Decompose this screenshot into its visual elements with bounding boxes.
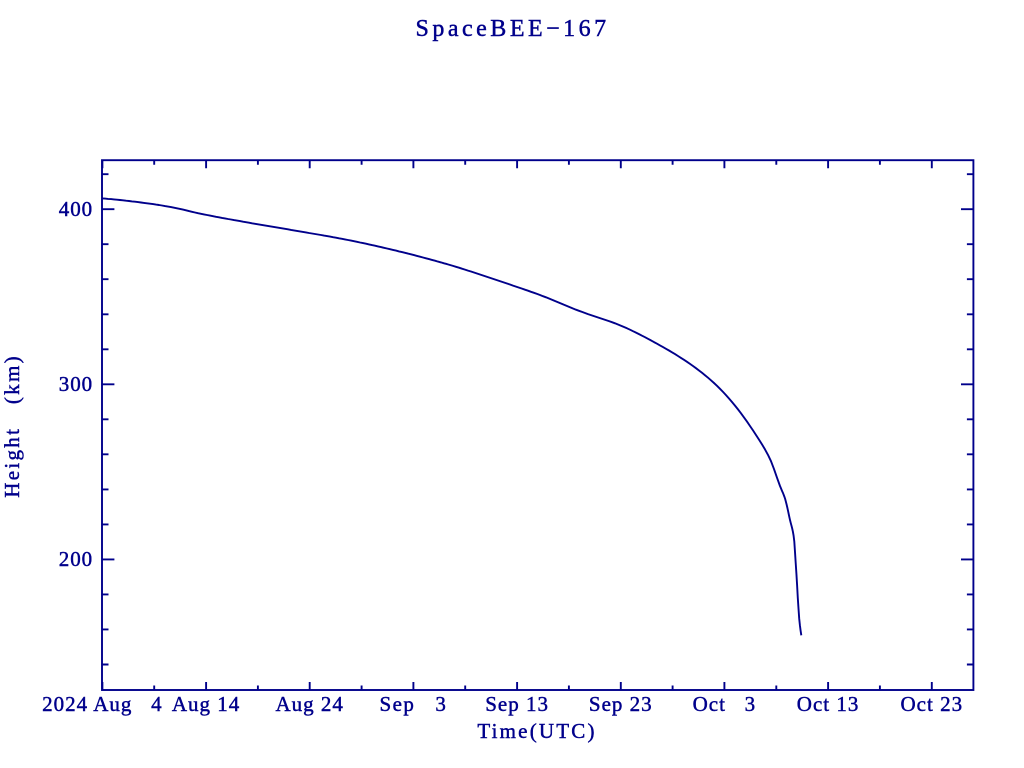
svg-text:Oct 23: Oct 23 [901, 692, 964, 716]
svg-text:400: 400 [59, 197, 93, 221]
svg-text:Sep 23: Sep 23 [589, 692, 653, 716]
svg-text:Aug 24: Aug 24 [275, 692, 343, 716]
svg-text:300: 300 [59, 372, 93, 396]
svg-text:2024 Aug 4: 2024 Aug 4 [42, 692, 163, 716]
svg-text:SpaceBEE−167: SpaceBEE−167 [416, 16, 610, 42]
svg-text:Oct 3: Oct 3 [693, 692, 757, 716]
svg-text:Sep 3: Sep 3 [379, 692, 447, 716]
svg-text:Aug 14: Aug 14 [172, 692, 240, 716]
svg-text:Time(UTC): Time(UTC) [477, 719, 596, 743]
svg-text:Oct 13: Oct 13 [797, 692, 860, 716]
svg-text:Height (km): Height (km) [0, 354, 24, 498]
svg-text:200: 200 [59, 547, 93, 571]
svg-text:Sep 13: Sep 13 [485, 692, 549, 716]
